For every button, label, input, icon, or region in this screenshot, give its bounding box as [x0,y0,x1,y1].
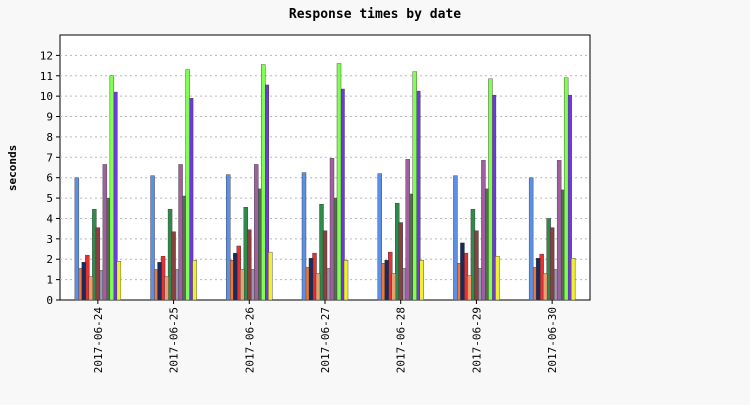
bar [240,269,245,301]
y-tick-label: 5 [46,192,53,205]
bar [322,230,328,301]
bar [301,172,307,301]
bar [116,261,122,301]
bar [88,276,94,301]
bar [398,222,403,301]
bar [102,164,108,301]
bar [81,262,87,301]
bar [157,262,162,301]
bar [405,159,410,301]
bar [377,173,382,301]
bar [556,160,562,301]
bar [419,260,424,301]
bars [74,63,576,301]
bar [254,164,259,301]
bar [171,231,176,301]
bar [150,175,155,301]
bar [233,252,238,301]
bar [261,64,266,301]
y-tick-label: 3 [46,233,53,246]
bar [488,78,493,301]
bar [74,177,80,301]
bar [164,276,169,301]
bar [226,174,231,301]
y-tick-label: 11 [40,70,53,83]
bar [343,260,349,301]
x-tick-label: 2017-06-27 [319,307,332,373]
y-tick-label: 8 [46,131,53,144]
bar [467,275,472,301]
bar [178,164,183,301]
bar [453,175,458,301]
bar [185,69,190,301]
bar [95,227,101,301]
bar [308,258,314,301]
chart-title: Response times by date [289,7,461,22]
bar [474,230,479,301]
bar [549,227,555,301]
bar [268,251,273,301]
y-tick-label: 6 [46,172,53,185]
bar [109,75,115,301]
bar [495,255,500,301]
bar [391,273,396,301]
bar [460,242,465,301]
bar [528,177,534,301]
bar [192,260,197,301]
bar [329,158,335,301]
x-tick-label: 2017-06-26 [243,307,256,373]
y-tick-label: 2 [46,253,53,266]
x-tick-label: 2017-06-28 [395,307,408,373]
y-tick-label: 10 [40,90,53,103]
bar [247,229,252,301]
bar [542,273,548,301]
y-axis-label: seconds [6,145,19,191]
x-ticks: 2017-06-24 2017-06-25 2017-06-26 2017-06-27… [92,300,559,373]
bar [336,63,342,301]
y-tick-label: 0 [46,294,53,307]
y-tick-label: 9 [46,111,53,124]
bar [570,258,576,301]
y-tick-label: 7 [46,151,53,164]
bar [315,273,321,301]
grid-lines [60,54,590,281]
y-tick-label: 12 [40,49,53,62]
bar [384,260,389,301]
bar [481,160,486,301]
x-tick-label: 2017-06-24 [92,307,105,374]
x-tick-label: 2017-06-29 [470,307,483,373]
y-tick-label: 4 [46,212,53,225]
bar [563,77,569,301]
bar [412,71,417,301]
bar [535,258,541,301]
x-tick-label: 2017-06-30 [546,307,559,373]
x-tick-label: 2017-06-25 [168,307,181,373]
y-tick-label: 1 [46,274,53,287]
